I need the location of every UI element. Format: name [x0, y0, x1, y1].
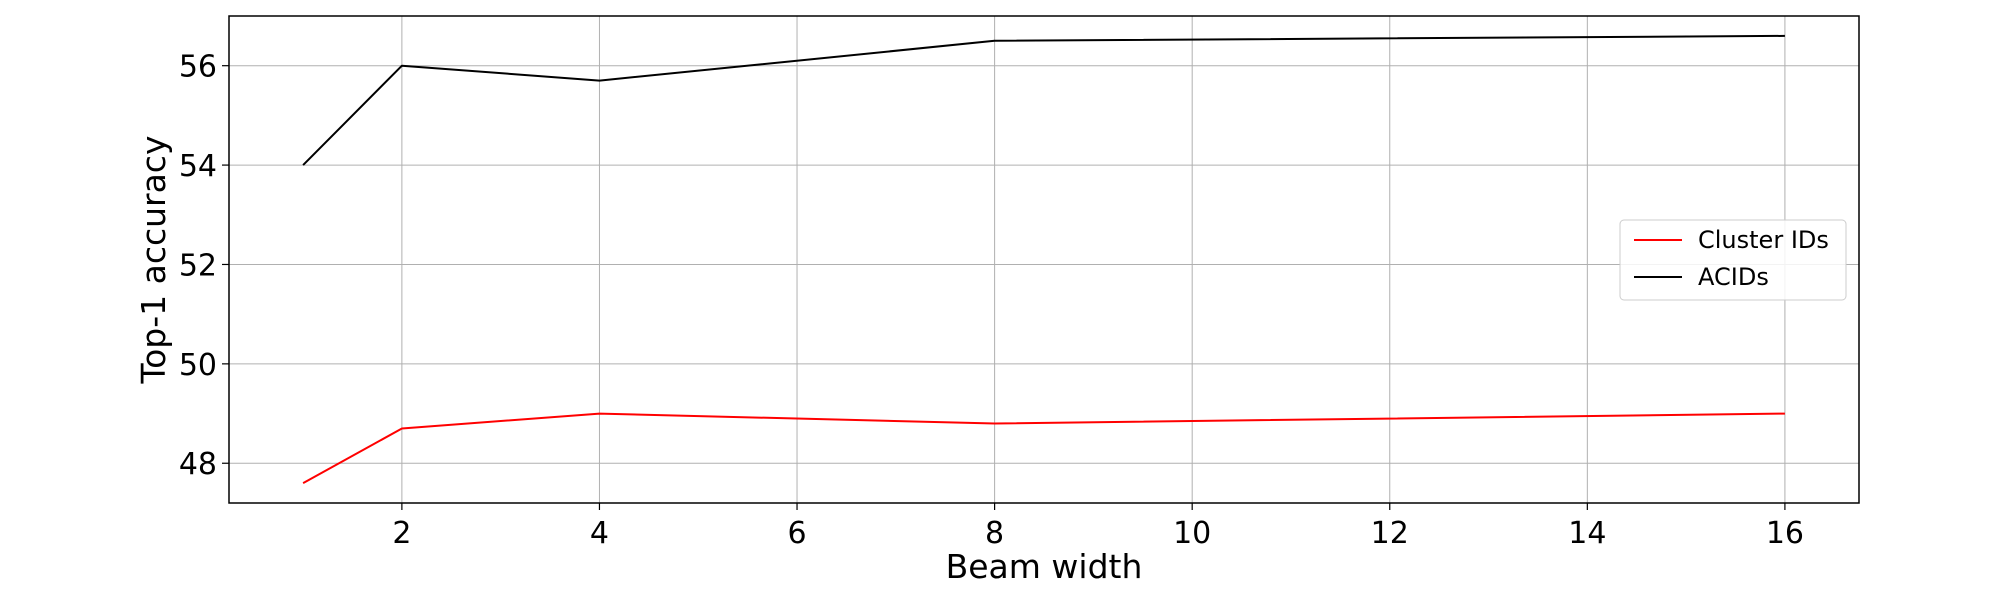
series-line-0: [302, 412, 1785, 484]
grid-lines: [229, 16, 1859, 503]
y-axis-label: Top-1 accuracy: [134, 136, 173, 385]
x-tick-label: 4: [590, 516, 609, 551]
x-ticks: 2 4 6 8 10 12 14 16: [392, 503, 1804, 551]
x-tick-label: 14: [1568, 516, 1606, 551]
y-tick-label: 54: [179, 149, 217, 184]
x-tick-label: 12: [1371, 516, 1409, 551]
y-tick-label: 56: [179, 50, 217, 85]
legend-label: Cluster IDs: [1698, 226, 1829, 254]
x-tick-label: 10: [1173, 516, 1211, 551]
x-tick-label: 6: [787, 516, 806, 551]
y-tick-label: 52: [179, 248, 217, 283]
y-tick-label: 48: [179, 447, 217, 482]
legend-label: ACIDs: [1698, 263, 1769, 291]
series-lines: [302, 34, 1785, 484]
y-tick-label: 50: [179, 348, 217, 383]
y-ticks: 48 50 52 54 56: [179, 50, 229, 482]
x-tick-label: 16: [1766, 516, 1804, 551]
x-tick-label: 8: [985, 516, 1004, 551]
x-axis-label: Beam width: [946, 547, 1143, 586]
legend: Cluster IDs ACIDs: [1619, 219, 1847, 301]
x-tick-label: 2: [392, 516, 411, 551]
series-line-1: [302, 34, 1785, 166]
plot-frame: [228, 15, 1860, 504]
